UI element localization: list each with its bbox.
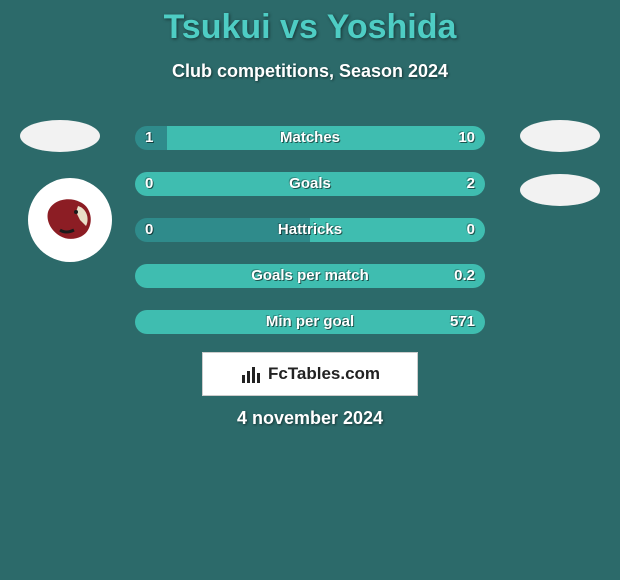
page-title: Tsukui vs Yoshida [0,0,620,47]
stat-right-value: 0.2 [454,267,475,284]
player-right-small-avatar [520,120,600,152]
brand-box[interactable]: FcTables.com [202,352,418,396]
stat-row: 1Matches10 [135,126,485,150]
team-logo-left [28,178,112,262]
subtitle: Club competitions, Season 2024 [0,61,620,82]
stat-right-value: 10 [458,129,475,146]
comparison-card: Tsukui vs Yoshida Club competitions, Sea… [0,0,620,580]
stat-row: 0Hattricks0 [135,218,485,242]
stat-row: 0Goals2 [135,172,485,196]
stat-right-value: 2 [467,175,475,192]
stat-label: Goals per match [135,267,485,284]
stat-label: Hattricks [135,221,485,238]
brand-label: FcTables.com [268,364,380,384]
stat-label: Goals [135,175,485,192]
player-right-second-avatar [520,174,600,206]
stat-label: Matches [135,129,485,146]
stat-row: Min per goal571 [135,310,485,334]
stat-right-value: 0 [467,221,475,238]
bar-chart-icon [240,363,262,385]
player-left-small-avatar [20,120,100,152]
stat-row: Goals per match0.2 [135,264,485,288]
stat-right-value: 571 [450,313,475,330]
stat-bars-container: 1Matches100Goals20Hattricks0Goals per ma… [135,126,485,356]
stat-label: Min per goal [135,313,485,330]
coyote-logo-icon [40,190,100,250]
date-label: 4 november 2024 [0,408,620,429]
